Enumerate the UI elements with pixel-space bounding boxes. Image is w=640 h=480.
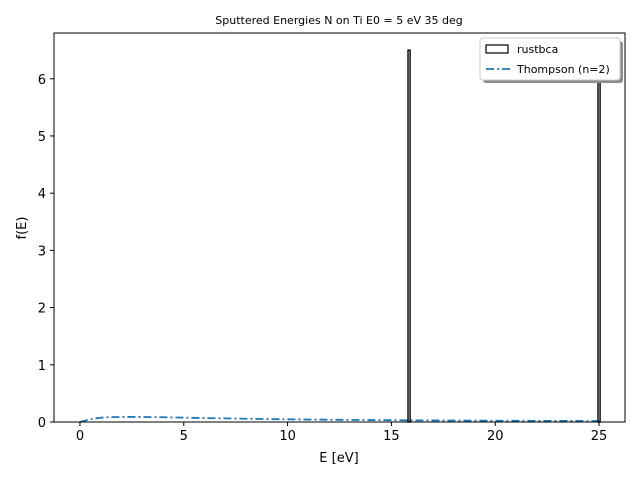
legend-label-thompson: Thompson (n=2) [516,63,610,76]
x-tick-label: 20 [487,429,504,444]
y-tick-label: 1 [38,359,46,374]
x-tick-label: 10 [279,429,296,444]
rustbca-bar-0 [407,49,411,423]
legend-label-rustbca: rustbca [517,43,558,56]
y-tick-label: 0 [38,416,46,431]
legend-box [479,37,621,81]
y-tick-label: 5 [38,130,46,145]
plot-marks [79,49,601,423]
rustbca-bar-1 [597,49,601,423]
y-axis: 0 1 2 3 4 5 6 [38,73,54,431]
x-tick-label: 25 [591,429,608,444]
plot-frame [53,32,626,423]
y-tick-label: 6 [38,73,46,88]
x-tick-label: 5 [180,429,188,444]
y-tick-label: 3 [38,244,46,259]
x-tick-label: 0 [76,429,84,444]
legend: rustbca Thompson (n=2) [479,37,623,83]
chart-title: Sputtered Energies N on Ti E0 = 5 eV 35 … [215,14,462,27]
x-axis-label: E [eV] [319,451,358,466]
y-axis-label: f(E) [15,217,30,240]
y-tick-label: 4 [38,187,46,202]
x-tick-label: 15 [383,429,400,444]
x-axis: 0 5 10 15 20 25 [76,422,608,444]
legend-swatch-rustbca [485,44,509,54]
y-tick-label: 2 [38,302,46,317]
thompson-curve [79,416,600,423]
